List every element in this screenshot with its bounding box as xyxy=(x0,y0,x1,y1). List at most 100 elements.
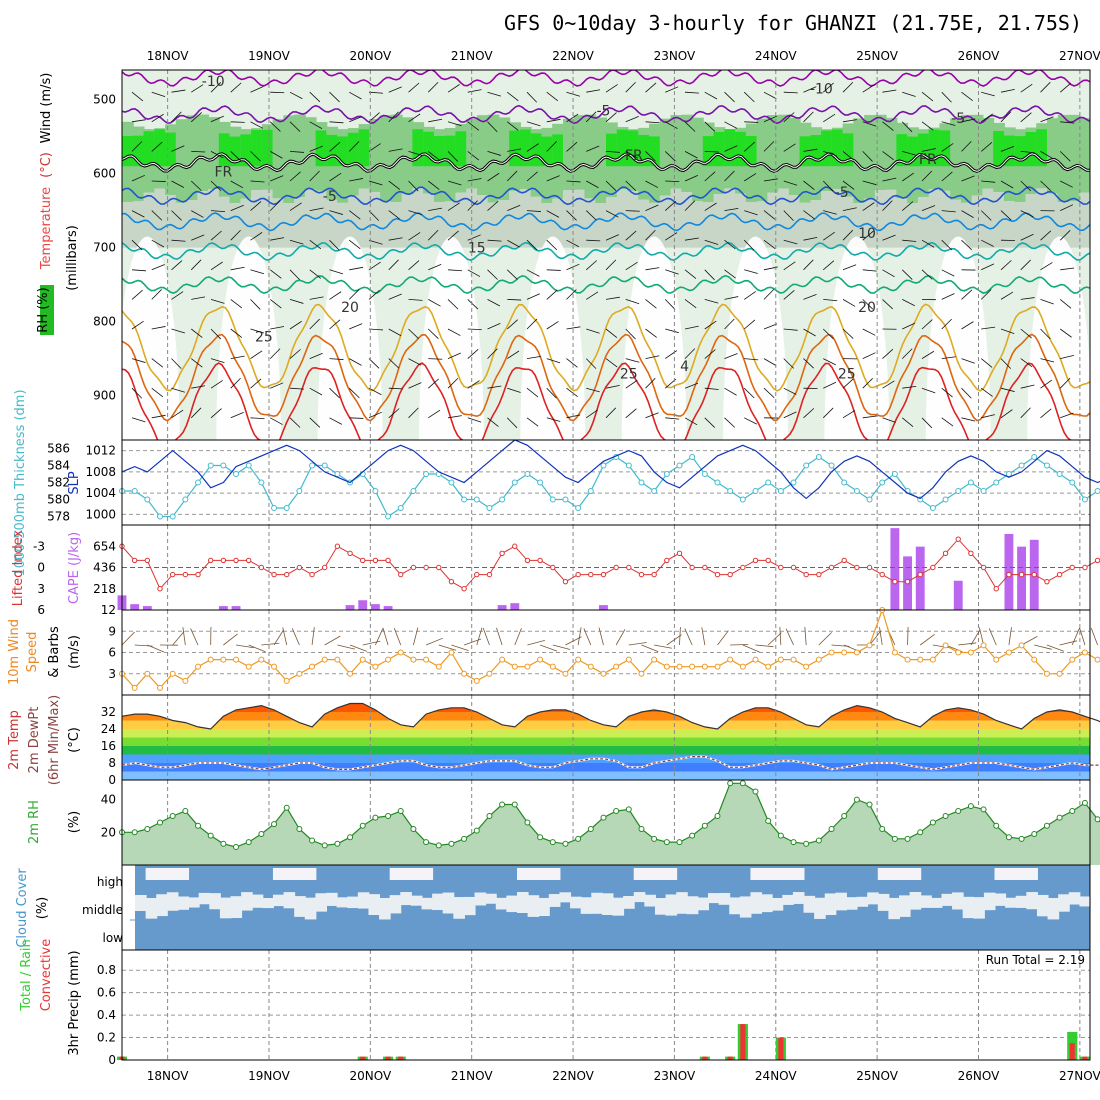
temperature-band xyxy=(122,771,1090,780)
rh-blob xyxy=(885,189,898,248)
wind-barb xyxy=(907,626,909,646)
wind-barb xyxy=(309,239,322,250)
wind-barb xyxy=(375,628,384,646)
wind-speed-point xyxy=(144,670,151,677)
rh-blob xyxy=(380,201,392,248)
rh-blob xyxy=(509,130,521,167)
y-tick-label: 32 xyxy=(101,705,116,719)
rh-blob xyxy=(960,202,973,248)
wind-barb xyxy=(131,141,143,152)
wind-barb xyxy=(190,407,202,419)
wind-barb xyxy=(665,328,679,334)
wind-barb xyxy=(507,91,519,102)
wind-barb xyxy=(230,266,245,271)
cloud-gap xyxy=(782,868,794,880)
rh2m-point xyxy=(258,830,265,837)
wind-barb xyxy=(368,261,381,271)
wind-barb xyxy=(131,210,145,218)
cape-bar xyxy=(345,605,355,610)
wind-barb xyxy=(151,210,163,221)
lifted-index-point xyxy=(448,578,455,585)
lifted-index-point xyxy=(904,578,911,585)
wind-barb xyxy=(645,204,659,211)
wind-barb xyxy=(526,239,538,251)
wind-barb xyxy=(428,151,440,161)
wind-barb xyxy=(921,239,935,248)
rh-blob xyxy=(369,192,382,248)
rh-blob xyxy=(261,129,274,167)
rh-blob xyxy=(778,188,790,248)
cloud-gap xyxy=(219,897,232,919)
rh-blob xyxy=(864,198,876,248)
wind-speed-point xyxy=(499,656,506,663)
rh2m-point xyxy=(651,835,658,842)
lifted-index-point xyxy=(233,557,239,564)
wind-speed-point xyxy=(575,656,582,663)
thickness-point xyxy=(207,462,214,469)
rh2m-point xyxy=(575,835,582,842)
lifted-index-point xyxy=(309,571,315,578)
wind-speed-point xyxy=(942,642,949,649)
wind-barb xyxy=(842,180,855,190)
wind-barb xyxy=(842,207,857,211)
lifted-index-cape-panel: -3 0 3 6 218 436 654 Lifted Index CAPE (J/kg) xyxy=(11,524,1100,617)
wind-barb xyxy=(704,91,718,100)
wind-barb xyxy=(552,644,571,650)
cloud-gap xyxy=(283,868,296,880)
wind-barb xyxy=(447,415,462,419)
cloud-gap xyxy=(761,894,773,913)
wind-barb xyxy=(506,269,518,280)
wind-barb xyxy=(605,84,618,93)
wind-barb xyxy=(309,352,323,359)
wind-barb xyxy=(1020,210,1034,218)
rh-blob xyxy=(175,202,188,248)
wind-barb xyxy=(783,411,797,419)
rh2m-point xyxy=(739,780,746,787)
lifted-index-point xyxy=(702,564,708,571)
cloud-gap xyxy=(591,892,603,914)
rh-blob xyxy=(530,133,543,167)
contour-label: FR xyxy=(919,152,937,168)
thickness-point xyxy=(461,496,468,503)
wind-barb xyxy=(172,630,185,646)
wind-barb xyxy=(566,113,579,123)
wind-barb xyxy=(368,91,383,94)
wind-speed-point xyxy=(676,663,683,670)
wind-barb xyxy=(763,115,777,123)
y-tick-label: 0 xyxy=(108,773,116,787)
wind-barb xyxy=(586,291,599,300)
cloud-gap xyxy=(272,868,285,880)
wind-barb xyxy=(413,627,419,646)
lifted-index-point xyxy=(588,571,594,578)
wind-barb xyxy=(645,180,659,188)
wind-barb xyxy=(783,290,795,300)
lifted-index-point xyxy=(955,536,961,542)
wind-barb xyxy=(1060,328,1072,338)
rh-blob xyxy=(810,135,823,167)
wind-barb xyxy=(704,171,716,182)
cape-bar xyxy=(370,604,380,610)
thickness-tick-label: 586 xyxy=(47,442,70,456)
cloud-gap xyxy=(517,892,529,914)
wind-barb xyxy=(309,207,324,211)
wind-barb xyxy=(664,151,676,162)
wind-barb xyxy=(1040,379,1053,389)
rh-blob xyxy=(573,189,586,248)
cloud-gap xyxy=(888,868,900,880)
rh-blob xyxy=(498,117,511,201)
wind-barb xyxy=(131,289,143,300)
cloud-gap xyxy=(739,896,752,918)
wind-barb xyxy=(368,180,383,186)
slp-line xyxy=(121,439,1100,500)
wind-barb xyxy=(250,378,262,389)
cloud-gap xyxy=(474,892,487,906)
thickness-point xyxy=(296,488,303,494)
wind-barb xyxy=(803,358,814,369)
wind-barb xyxy=(585,260,597,271)
cloud-gap xyxy=(750,892,763,914)
x-tick-label: 23NOV xyxy=(654,49,696,63)
wind-barb xyxy=(701,627,706,646)
cloud-gap xyxy=(697,897,709,911)
thickness-point xyxy=(372,488,379,494)
